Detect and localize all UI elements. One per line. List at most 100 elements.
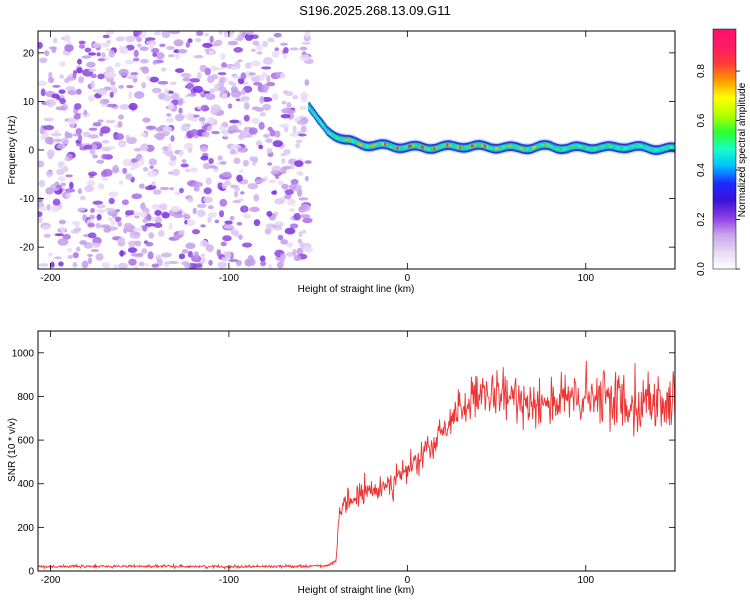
snr-ylabel: SNR (10 * v/v) xyxy=(7,418,18,482)
noise-blob xyxy=(248,127,258,135)
noise-blob xyxy=(283,148,291,155)
noise-blob xyxy=(286,101,292,109)
noise-blob xyxy=(47,152,54,160)
noise-blob xyxy=(110,220,116,226)
noise-blob xyxy=(296,120,308,126)
noise-blob xyxy=(203,187,212,195)
noise-blob xyxy=(264,228,272,235)
noise-blob xyxy=(56,184,62,189)
noise-blob xyxy=(101,103,108,108)
noise-blob xyxy=(70,122,75,129)
noise-blob xyxy=(117,221,123,227)
noise-blob xyxy=(153,134,160,139)
noise-blob xyxy=(271,93,279,101)
noise-blob xyxy=(192,263,203,268)
noise-blob xyxy=(206,125,213,132)
noise-blob xyxy=(101,177,109,181)
noise-blob xyxy=(161,31,171,39)
noise-blob xyxy=(77,188,83,195)
noise-blob xyxy=(284,189,294,195)
noise-blob xyxy=(90,80,96,89)
noise-blob xyxy=(191,229,201,235)
noise-blob xyxy=(62,234,71,240)
noise-blob xyxy=(214,39,223,46)
noise-blob xyxy=(105,207,115,212)
noise-blob xyxy=(280,113,291,119)
noise-blob xyxy=(246,31,254,36)
noise-blob xyxy=(262,103,271,111)
noise-blob xyxy=(125,173,133,180)
noise-blob xyxy=(298,231,303,238)
noise-blob xyxy=(95,222,102,229)
noise-blob xyxy=(133,147,142,152)
noise-blob xyxy=(134,211,142,217)
noise-blob xyxy=(263,176,268,180)
noise-blob xyxy=(303,245,314,253)
noise-blob xyxy=(64,156,69,162)
noise-blob xyxy=(242,159,249,167)
noise-blob xyxy=(118,84,124,89)
noise-blob xyxy=(91,144,98,150)
noise-blob xyxy=(115,208,120,213)
noise-blob xyxy=(164,261,170,265)
noise-blob xyxy=(90,248,100,253)
noise-blob xyxy=(88,127,98,131)
noise-blob xyxy=(239,95,251,103)
noise-blob xyxy=(186,219,196,227)
noise-blob xyxy=(251,48,256,52)
noise-blob xyxy=(173,39,184,47)
noise-blob xyxy=(170,205,181,213)
noise-blob xyxy=(240,89,246,96)
noise-blob xyxy=(48,46,58,50)
noise-blob xyxy=(45,170,54,178)
noise-blob xyxy=(186,112,194,121)
noise-blob xyxy=(217,72,227,76)
noise-blob xyxy=(87,171,98,177)
noise-blob xyxy=(148,41,155,50)
noise-blob xyxy=(218,125,227,131)
noise-blob xyxy=(97,87,108,96)
noise-blob xyxy=(190,167,199,173)
noise-blob xyxy=(52,198,61,206)
noise-blob xyxy=(208,158,214,165)
noise-blob xyxy=(202,162,211,170)
noise-blob xyxy=(174,113,185,122)
noise-blob xyxy=(228,258,239,263)
noise-blob xyxy=(105,31,115,36)
noise-blob xyxy=(131,158,138,164)
noise-blob xyxy=(193,185,200,192)
noise-blob xyxy=(81,55,92,59)
noise-blob xyxy=(173,213,184,219)
noise-blob xyxy=(153,222,163,229)
noise-blob xyxy=(304,31,311,38)
noise-blob xyxy=(241,205,248,213)
noise-blob xyxy=(142,117,151,123)
colorbar-tick-label: 0.6 xyxy=(696,113,707,127)
noise-blob xyxy=(213,168,219,173)
noise-blob xyxy=(270,170,280,175)
noise-blob xyxy=(179,187,184,194)
noise-blob xyxy=(266,210,273,217)
noise-blob xyxy=(301,41,311,45)
noise-blob xyxy=(169,81,177,86)
noise-blob xyxy=(72,261,78,268)
noise-blob xyxy=(250,60,261,67)
noise-blob xyxy=(131,162,141,169)
noise-blob xyxy=(209,35,214,44)
noise-blob xyxy=(128,91,133,99)
noise-blob xyxy=(243,102,250,110)
noise-blob xyxy=(59,74,65,79)
noise-blob xyxy=(87,232,97,239)
noise-blob xyxy=(272,190,277,195)
noise-blob xyxy=(83,144,94,150)
noise-blob xyxy=(95,253,104,261)
x-tick-label: 0 xyxy=(405,575,411,586)
noise-blob xyxy=(185,242,196,250)
noise-blob xyxy=(234,229,240,237)
noise-blob xyxy=(162,126,173,132)
noise-blob xyxy=(218,31,224,35)
noise-blob xyxy=(277,180,285,186)
noise-blob xyxy=(51,205,60,213)
noise-blob xyxy=(220,53,226,60)
